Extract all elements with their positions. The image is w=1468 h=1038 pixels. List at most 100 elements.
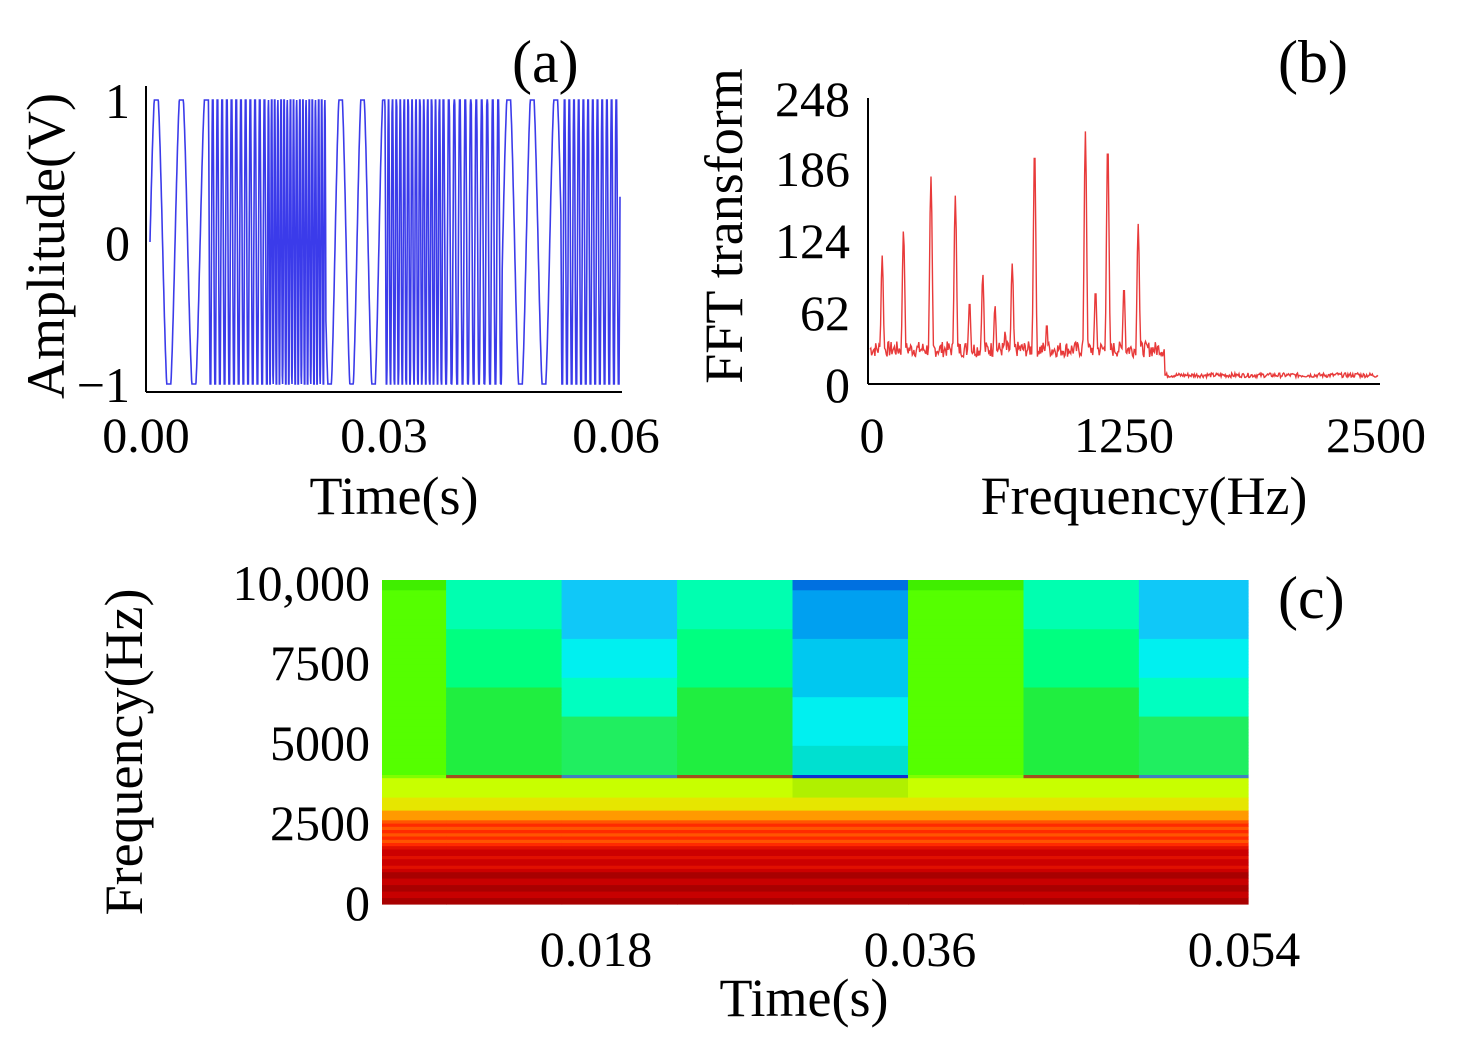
panel-c-cell [1023,839,1140,843]
panel-c-cell [1138,852,1249,856]
panel-c-cell [677,829,794,834]
panel-c-cell [382,622,447,626]
panel-c-cell [677,816,794,821]
panel-c-cell [677,716,794,720]
panel-c-cell [446,745,563,749]
panel-c-cell [677,618,794,623]
panel-c-cell [561,625,678,630]
panel-c-cell [1023,761,1140,766]
panel-c-cell [792,829,909,834]
panel-c-cell [1023,583,1140,587]
panel-c-cell [446,667,563,672]
panel-c-cell [792,638,909,643]
panel-c-cell [792,667,909,672]
panel-c-cell [792,709,909,714]
panel-c-cell [382,806,447,811]
panel-c-cell [792,823,909,827]
panel-c-cell [677,609,794,613]
panel-c-cell [792,900,909,905]
panel-c-cell [1023,887,1140,892]
panel-c-cell [1138,648,1249,652]
panel-c-cell [677,599,794,604]
panel-c-cell [446,887,563,892]
panel-c-label: (c) [1278,565,1345,631]
panel-c-cell [561,709,678,714]
panel-c-cell [1023,628,1140,633]
panel-c-cell [382,842,447,847]
panel-c-cell [382,735,447,740]
panel-c-cell [677,780,794,785]
panel-c-cell [1138,686,1249,691]
panel-c-cell [382,777,447,782]
panel-c-cell [446,800,563,805]
panel-b-x-label: Frequency(Hz) [981,466,1308,526]
panel-c-cell [1138,878,1249,882]
panel-c-cell [561,839,678,843]
panel-b: (b) 248 186 124 62 0 0 1250 2500 Frequen… [694,29,1426,526]
panel-c-cell [1023,755,1140,759]
panel-c-cell [561,881,678,886]
panel-c-cell [677,826,794,830]
panel-c-cell [561,842,678,847]
panel-c-cell [446,586,563,591]
panel-c-cell [1023,845,1140,850]
panel-c-cell [446,693,563,698]
panel-c-cell [446,657,563,662]
panel-c-cell [792,745,909,749]
panel-c-cell [1023,635,1140,639]
panel-c-cell [1138,780,1249,785]
panel-c-cell [792,699,909,704]
panel-c-cell [792,644,909,649]
panel-c-cell [446,605,563,610]
panel-c-cell [561,774,678,779]
panel-c-cell [908,881,1025,886]
panel-c-cell [1023,706,1140,711]
panel-c-cell [382,644,447,649]
panel-c-cell [677,868,794,873]
panel-c-cell [908,871,1025,876]
panel-c-cell [677,602,794,607]
panel-c-cell [446,680,563,685]
panel-c-cell [908,628,1025,633]
panel-c-cell [382,832,447,837]
panel-b-y-tick-186: 186 [775,141,850,197]
panel-c-cell [1023,719,1140,724]
panel-c-cell [908,719,1025,724]
panel-c-cell [561,884,678,889]
panel-c-cell [908,631,1025,636]
panel-c-cell [1023,900,1140,905]
panel-c-cell [1023,618,1140,623]
panel-c-cell [1138,719,1249,724]
panel-c-cell [446,823,563,827]
panel-c-cell [677,839,794,843]
panel-c-cell [792,793,909,798]
panel-c-cell [1138,806,1249,811]
panel-c-cell [1023,712,1140,717]
panel-c-cell [1023,674,1140,678]
panel-a-series [149,99,621,385]
panel-c-cell [1138,894,1249,899]
panel-c-cell [1023,654,1140,659]
panel-c-cell [382,696,447,701]
panel-c-cell [908,615,1025,620]
panel-c: (c) 10,000 7500 5000 2500 0 0.018 0.036 … [94,555,1345,1028]
panel-c-cell [677,596,794,600]
panel-c-cell [1138,845,1249,850]
panel-a-x-tick-006: 0.06 [572,407,660,463]
panel-c-cell [1138,732,1249,737]
panel-c-cell [908,709,1025,714]
panel-c-cell [677,683,794,688]
panel-c-cell [1023,596,1140,600]
panel-c-cell [677,758,794,762]
panel-c-cell [908,803,1025,808]
panel-c-cell [792,580,909,584]
panel-c-cell [792,635,909,639]
panel-c-cell [561,764,678,769]
panel-c-cell [382,881,447,886]
panel-c-cell [792,855,909,860]
panel-c-cell [382,725,447,730]
panel-c-cell [1138,897,1249,902]
panel-c-cell [1023,742,1140,746]
panel-c-cell [1023,793,1140,798]
panel-c-cell [792,618,909,623]
